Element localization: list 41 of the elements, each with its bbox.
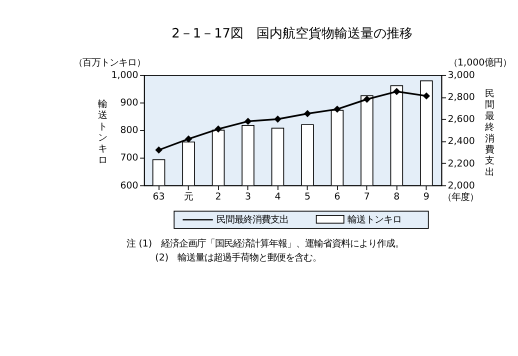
- point: [393, 88, 400, 96]
- x-tick-label: 5: [304, 192, 310, 203]
- legend-label: 民間最終消費支出: [216, 214, 288, 226]
- text: （百万トンキロ）: [73, 58, 146, 68]
- x-tick-label: 6: [334, 192, 340, 203]
- y2-tick-label: 2,200: [448, 158, 475, 170]
- chart-title: 2－1－17図 国内航空貨物輸送量の推移: [172, 26, 413, 42]
- x-tick-label: 8: [394, 192, 400, 203]
- x-axis-title: （年度）: [442, 192, 478, 203]
- legend-label: 輸送トンキロ: [347, 214, 402, 226]
- point: [422, 92, 430, 100]
- y2-tick-label: 2,600: [448, 114, 475, 126]
- y-tick-label: 1,000: [111, 70, 138, 81]
- point: [304, 110, 312, 118]
- x-tick-label: 2: [215, 192, 222, 203]
- y2-tick-label: 3,000: [448, 70, 475, 81]
- x-tick-label: 4: [274, 192, 281, 203]
- x-tick-label: 元: [184, 192, 194, 203]
- y-tick-label: 900: [120, 98, 138, 109]
- point: [155, 146, 162, 154]
- y2-tick-label: 2,000: [448, 180, 475, 192]
- x-tick-label: 63: [152, 192, 165, 203]
- text: (2) 輸送量は超過手荷物と郵便を含む。: [155, 252, 322, 264]
- text: 注 (1) 経済企画庁「国民経済計算年報」、運輸省資料により作成。: [126, 238, 404, 250]
- point: [184, 135, 192, 143]
- y2-axis-title: 民間最終消費支出: [484, 88, 494, 178]
- x-tick-label: 3: [244, 192, 252, 203]
- y-tick-label: 600: [120, 180, 138, 192]
- point: [334, 106, 341, 113]
- point: [274, 116, 282, 123]
- x-tick-label: 7: [364, 192, 370, 203]
- y-tick-label: 700: [120, 152, 138, 164]
- text: （1,000億円）: [448, 58, 512, 68]
- y2-tick-label: 2,800: [448, 92, 475, 104]
- point: [363, 96, 371, 103]
- point: [244, 118, 252, 125]
- y-axis-title: 輸送トンキロ: [98, 98, 108, 166]
- y2-tick-label: 2,400: [448, 136, 475, 148]
- x-tick-label: 9: [423, 192, 430, 203]
- point: [214, 125, 222, 133]
- y-tick-label: 800: [120, 125, 138, 136]
